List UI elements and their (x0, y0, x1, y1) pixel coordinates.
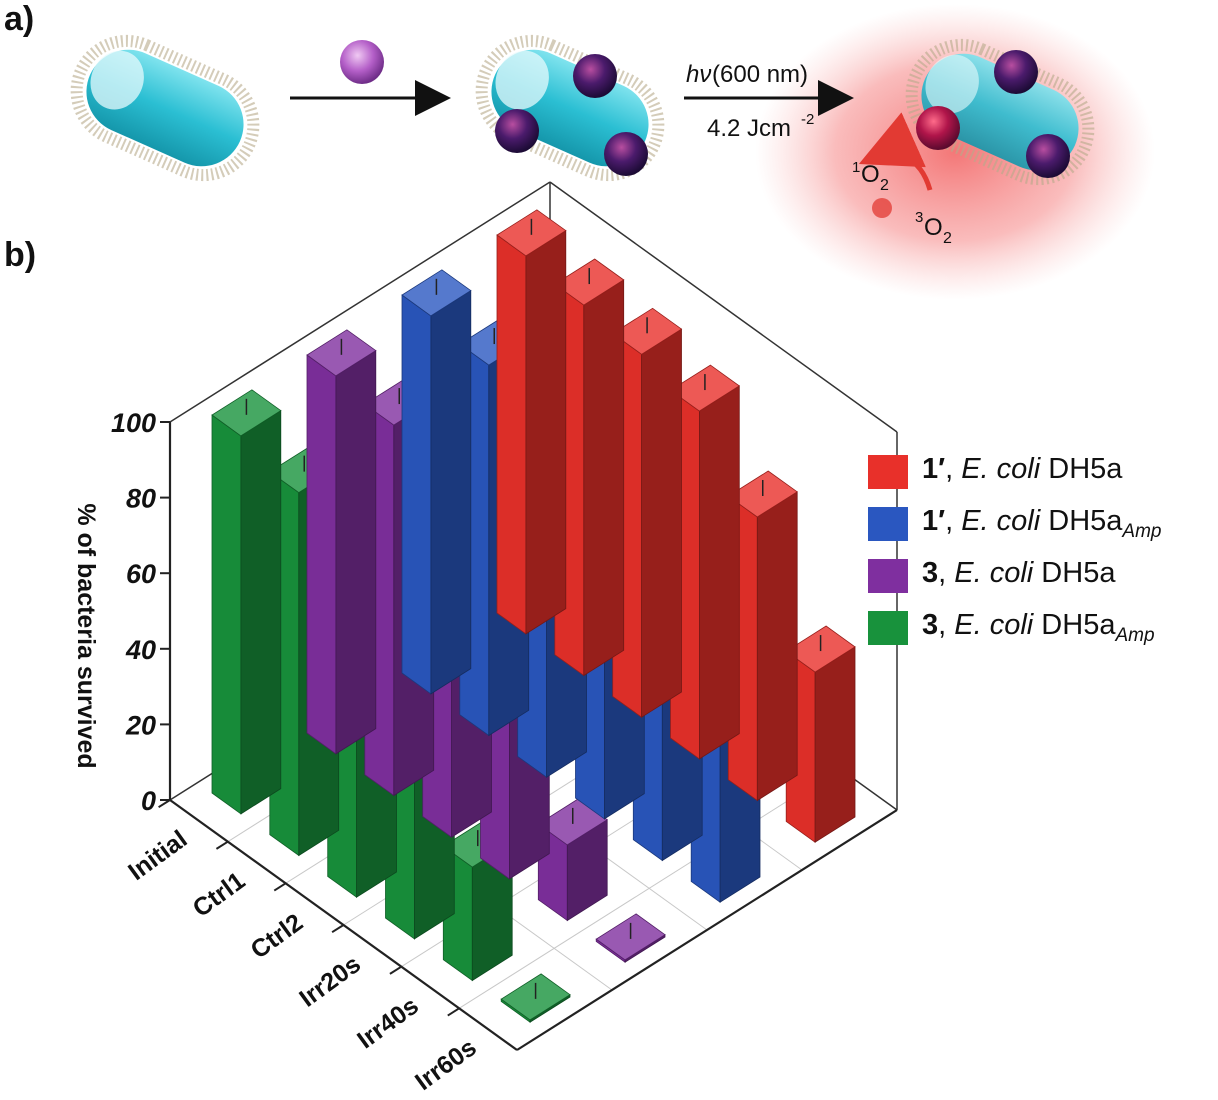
hv-label: hν (686, 61, 711, 88)
category-label: Ctrl2 (246, 908, 309, 964)
x-tick (273, 882, 287, 892)
bar-side-face (430, 289, 472, 695)
bar-side-face (756, 491, 798, 802)
z-tick-label: 80 (126, 484, 156, 514)
y-axis-title: % of bacteria survived (72, 503, 100, 768)
legend-item: 3, E. coli DH5aAmp (868, 602, 1213, 654)
singlet-oxygen-sup: 1 (852, 159, 860, 176)
legend-swatch (868, 507, 908, 541)
wavelength-label: (600 nm) (712, 61, 808, 88)
bar-side-face (525, 229, 567, 635)
x-tick (389, 965, 402, 975)
fluence-label: 4.2 Jcm (707, 115, 791, 142)
z-tick-label: 60 (126, 559, 156, 589)
bar-front-face (496, 234, 527, 635)
category-label: Irr60s (410, 1033, 482, 1096)
bar-side-face (240, 409, 282, 815)
light-glow (755, 4, 1155, 300)
frame-axis (516, 809, 898, 1051)
z-tick-label: 100 (111, 408, 156, 438)
fluence-exponent: -2 (801, 111, 814, 128)
frame-edge (549, 181, 898, 433)
bar (496, 209, 567, 635)
z-tick-label: 0 (141, 786, 156, 816)
legend-swatch (868, 455, 908, 489)
chart-legend: 1′, E. coli DH5a 1′, E. coli DH5aAmp 3, … (868, 446, 1213, 654)
chart-bars (211, 209, 856, 1023)
legend-item: 1′, E. coli DH5a (868, 446, 1213, 498)
z-tick-label: 40 (125, 635, 156, 665)
category-label: Irr40s (352, 992, 424, 1055)
photosensitizer-ball-icon (340, 40, 384, 84)
z-tick-label: 20 (125, 710, 156, 740)
legend-label: 1′, E. coli DH5aAmp (922, 505, 1162, 542)
bar (554, 258, 625, 677)
panel-b-label: b) (4, 236, 37, 274)
bar-side-face (335, 349, 377, 755)
scheme-illustration: hν (600 nm) 4.2 Jcm -2 1 O 2 3 O 2 (70, 4, 1155, 300)
bar (595, 913, 666, 963)
legend-swatch (868, 611, 908, 645)
bar-side-face (641, 328, 682, 718)
legend-item: 1′, E. coli DH5aAmp (868, 498, 1213, 550)
frame-edge (169, 181, 551, 423)
triplet-oxygen-sub: 2 (943, 230, 952, 247)
oxygen-conversion-arrow (858, 112, 933, 191)
bar-front-face (306, 354, 337, 755)
x-tick (331, 924, 345, 934)
bar-side-face (814, 646, 856, 843)
legend-swatch (868, 559, 908, 593)
x-tick (447, 1007, 460, 1017)
triplet-oxygen-sup: 3 (915, 209, 923, 226)
legend-label: 1′, E. coli DH5a (922, 453, 1123, 486)
bacterium-with-particles-icon (475, 34, 665, 182)
x-tick (158, 799, 171, 809)
bar-front-face (401, 294, 432, 695)
triplet-oxygen-label: O (924, 214, 943, 241)
irradiated-bacterium-icon (872, 38, 1095, 218)
bar (401, 269, 472, 695)
category-label: Ctrl1 (188, 867, 251, 923)
legend-label: 3, E. coli DH5aAmp (922, 609, 1155, 646)
x-tick (215, 840, 229, 850)
legend-item: 3, E. coli DH5a (868, 550, 1213, 602)
category-label: Initial (123, 825, 192, 886)
panel-a-label: a) (4, 0, 35, 38)
bar-side-face (699, 385, 740, 760)
bar-front-face (211, 414, 242, 815)
bar-side-face (583, 279, 625, 677)
singlet-oxygen-label: O (861, 161, 880, 188)
bar (306, 329, 377, 755)
legend-label: 3, E. coli DH5a (922, 557, 1116, 590)
bar (211, 389, 282, 815)
singlet-oxygen-sub: 2 (880, 177, 889, 194)
category-label: Irr20s (294, 950, 366, 1013)
bar (500, 973, 571, 1023)
